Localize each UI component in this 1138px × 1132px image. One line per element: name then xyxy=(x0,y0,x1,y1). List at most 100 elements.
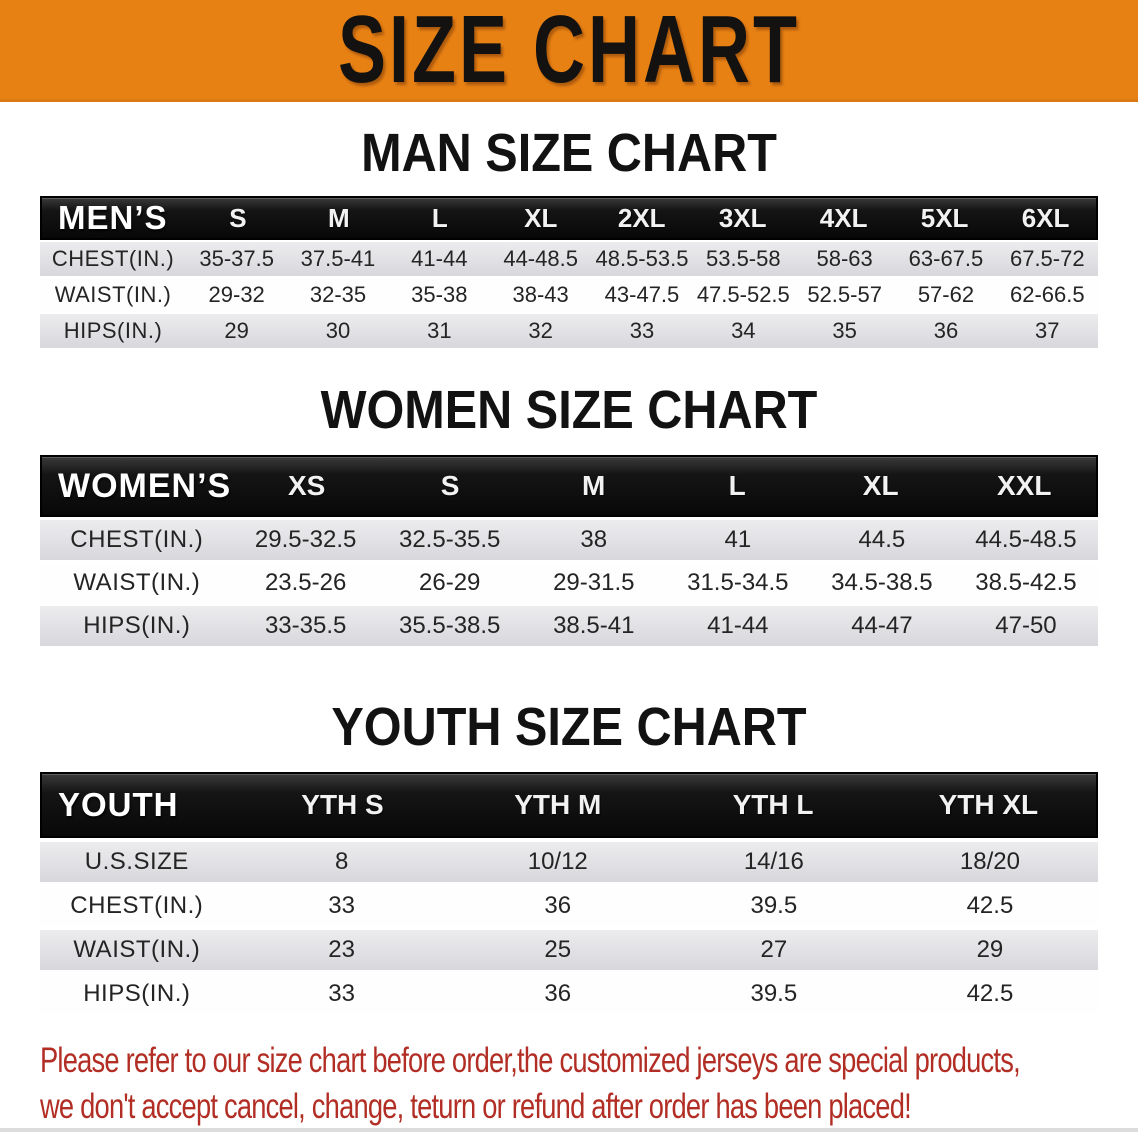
measurement-value: 35.5-38.5 xyxy=(398,612,501,639)
size-column-header: YTH XL xyxy=(938,789,1039,820)
size-column-header: 2XL xyxy=(617,202,666,233)
size-column-header: YTH L xyxy=(732,789,814,820)
disclaimer-line-1: Please refer to our size chart before or… xyxy=(40,1041,1021,1080)
size-column-header: 6XL xyxy=(1021,202,1070,233)
measurement-row: HIPS(IN.) 33-35.5 35.5-38.5 38.5-41 41-44 44-… xyxy=(40,606,1098,646)
measurement-row: WAIST(IN.) 29-32 32-35 35-38 38-43 43-47.5 47.… xyxy=(40,278,1098,312)
measurement-value: 30 xyxy=(325,318,351,343)
measurement-value: 38.5-42.5 xyxy=(975,569,1077,596)
men-size-table: MEN’S S M L XL 2XL 3XL 4XL 5XL 6XL CHEST(IN.) 35-37… xyxy=(40,196,1098,348)
measurement-value: 8 xyxy=(334,848,349,875)
size-column-header: L xyxy=(728,470,746,501)
measurement-label: HIPS(IN.) xyxy=(63,318,163,343)
men-size-chart-heading: MAN SIZE CHART xyxy=(361,123,777,183)
measurement-value: 31 xyxy=(427,318,452,343)
measurement-value: 33-35.5 xyxy=(264,612,347,639)
group-label: WOMEN’S xyxy=(58,466,232,505)
youth-size-chart-heading: YOUTH SIZE CHART xyxy=(331,697,807,757)
size-column-header: 5XL xyxy=(920,202,969,233)
measurement-value: 38 xyxy=(580,526,608,553)
measurement-value: 35 xyxy=(832,318,857,343)
size-header-row: WOMEN’S XS S M L XL XXL xyxy=(40,455,1098,517)
measurement-value: 29-32 xyxy=(208,282,265,307)
measurement-row: WAIST(IN.) 23.5-26 26-29 29-31.5 31.5-34.5 34… xyxy=(40,563,1098,603)
measurement-value: 29.5-32.5 xyxy=(254,526,357,553)
size-column-header: YTH M xyxy=(514,789,602,820)
size-column-header: 3XL xyxy=(718,202,767,233)
measurement-label: WAIST(IN.) xyxy=(73,936,201,963)
measurement-value: 31.5-34.5 xyxy=(687,569,789,596)
women-size-section: WOMEN SIZE CHART WOMEN’S XS S M L XL XXL CHEST(… xyxy=(0,383,1138,646)
measurement-value: 57-62 xyxy=(917,282,975,307)
size-column-header: L xyxy=(431,202,448,233)
measurement-value: 36 xyxy=(544,980,572,1007)
measurement-value: 33 xyxy=(328,892,355,919)
measurement-value: 47.5-52.5 xyxy=(696,282,790,307)
measurement-value: 39.5 xyxy=(750,892,798,919)
measurement-label: HIPS(IN.) xyxy=(83,612,191,639)
measurement-value: 44-47 xyxy=(851,612,913,639)
measurement-value: 37 xyxy=(1035,318,1060,343)
measurement-value: 53.5-58 xyxy=(705,246,781,271)
measurement-value: 63-67.5 xyxy=(908,246,984,271)
measurement-value: 41 xyxy=(724,526,752,553)
measurement-value: 27 xyxy=(760,936,788,963)
size-header-row: MEN’S S M L XL 2XL 3XL 4XL 5XL 6XL xyxy=(40,196,1098,240)
measurement-value: 37.5-41 xyxy=(300,246,376,271)
measurement-label: WAIST(IN.) xyxy=(73,569,201,596)
measurement-value: 35-37.5 xyxy=(199,246,274,271)
size-chart-title: SIZE CHART xyxy=(338,0,800,103)
measurement-value: 47-50 xyxy=(995,612,1057,639)
measurement-label: U.S.SIZE xyxy=(84,848,189,875)
women-size-chart-heading: WOMEN SIZE CHART xyxy=(320,380,818,440)
measurement-value: 48.5-53.5 xyxy=(595,246,689,271)
youth-size-section: YOUTH SIZE CHART YOUTH YTH S YTH M YTH L YTH… xyxy=(0,700,1138,1014)
measurement-value: 42.5 xyxy=(966,980,1014,1007)
size-column-header: XL xyxy=(862,470,899,501)
measurement-value: 23.5-26 xyxy=(264,569,347,596)
measurement-value: 43-47.5 xyxy=(604,282,680,307)
measurement-value: 62-66.5 xyxy=(1009,282,1085,307)
size-column-header: S xyxy=(440,470,460,501)
size-column-header: 4XL xyxy=(819,202,868,233)
measurement-value: 36 xyxy=(933,318,959,343)
measurement-value: 18/20 xyxy=(959,848,1020,875)
measurement-label: CHEST(IN.) xyxy=(70,526,204,553)
disclaimer-note: Please refer to our size chart before or… xyxy=(40,1038,1098,1129)
measurement-value: 41-44 xyxy=(411,246,468,271)
size-header-row: YOUTH YTH S YTH M YTH L YTH XL xyxy=(40,772,1098,838)
measurement-row: CHEST(IN.) 35-37.5 37.5-41 41-44 44-48.5 48.5… xyxy=(40,242,1098,276)
men-size-section: MAN SIZE CHART MEN’S S M L XL 2XL 3XL 4XL 5XL 6XL… xyxy=(0,126,1138,348)
measurement-value: 29 xyxy=(224,318,249,343)
disclaimer-line-2: we don't accept cancel, change, teturn o… xyxy=(40,1086,912,1126)
measurement-value: 52.5-57 xyxy=(807,282,882,307)
size-column-header: YTH S xyxy=(301,789,384,820)
size-column-header: XXL xyxy=(996,470,1052,501)
measurement-value: 32-35 xyxy=(309,282,367,307)
measurement-value: 36 xyxy=(544,892,572,919)
size-column-header: XL xyxy=(524,202,558,233)
measurement-value: 39.5 xyxy=(750,980,798,1007)
measurement-value: 44.5 xyxy=(858,526,906,553)
measurement-value: 32 xyxy=(528,318,553,343)
measurement-value: 14/16 xyxy=(743,848,804,875)
women-size-table: WOMEN’S XS S M L XL XXL CHEST(IN.) 29.5-32.5 32.5… xyxy=(40,455,1098,646)
measurement-value: 34.5-38.5 xyxy=(831,569,933,596)
measurement-row: HIPS(IN.) 29 30 31 32 33 34 35 36 37 xyxy=(40,314,1098,348)
measurement-value: 32.5-35.5 xyxy=(398,526,501,553)
measurement-row: CHEST(IN.) 33 36 39.5 42.5 xyxy=(40,886,1098,926)
measurement-row: CHEST(IN.) 29.5-32.5 32.5-35.5 38 41 44.5 44.5… xyxy=(40,520,1098,560)
youth-size-table: YOUTH YTH S YTH M YTH L YTH XL U.S.SIZE 8 10/12… xyxy=(40,772,1098,1014)
measurement-value: 38.5-41 xyxy=(553,612,635,639)
measurement-value: 58-63 xyxy=(816,246,873,271)
measurement-value: 23 xyxy=(328,936,355,963)
measurement-row: HIPS(IN.) 33 36 39.5 42.5 xyxy=(40,974,1098,1014)
measurement-value: 35-38 xyxy=(411,282,468,307)
measurement-value: 44.5-48.5 xyxy=(975,526,1077,553)
measurement-value: 33 xyxy=(328,980,355,1007)
size-column-header: XS xyxy=(287,470,326,501)
measurement-label: HIPS(IN.) xyxy=(83,980,191,1007)
measurement-value: 44-48.5 xyxy=(503,246,578,271)
measurement-value: 41-44 xyxy=(707,612,769,639)
measurement-value: 67.5-72 xyxy=(1009,246,1085,271)
